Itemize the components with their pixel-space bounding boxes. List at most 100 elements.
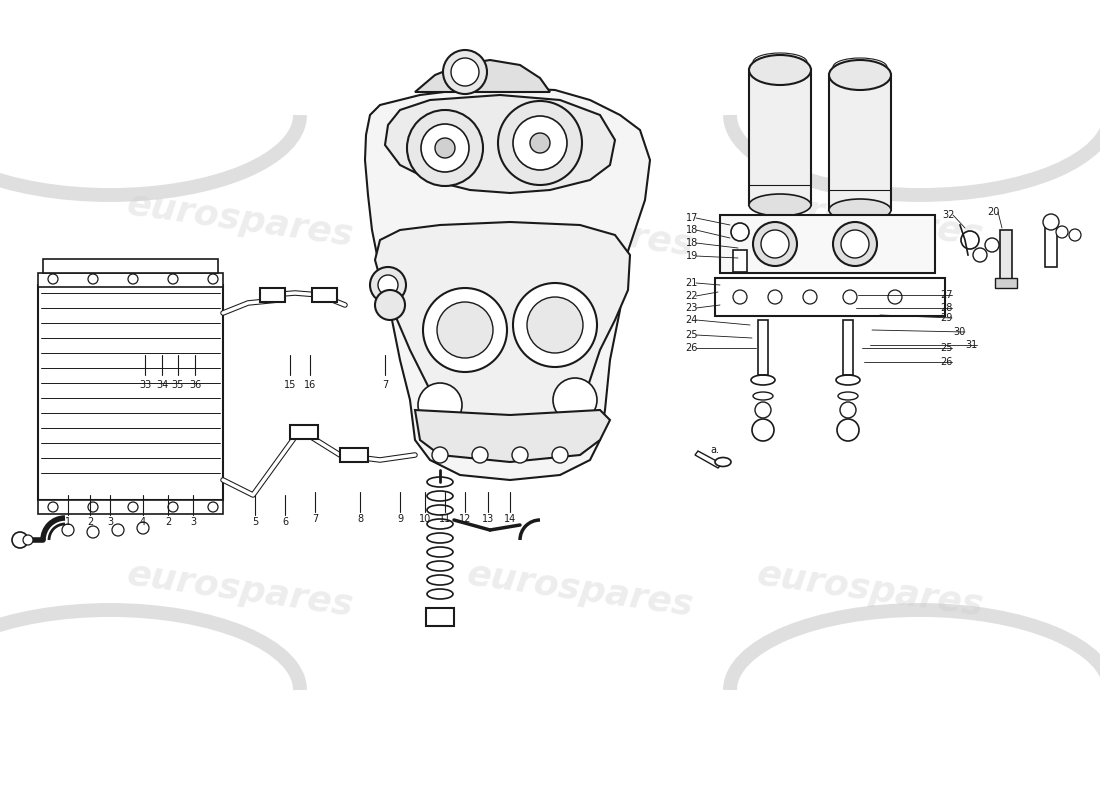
Circle shape — [754, 222, 798, 266]
Circle shape — [833, 222, 877, 266]
Bar — [996, 278, 1018, 288]
Circle shape — [837, 419, 859, 441]
Bar — [843, 320, 852, 375]
Circle shape — [843, 290, 857, 304]
Text: 11: 11 — [439, 514, 451, 524]
Text: 3: 3 — [107, 517, 113, 527]
Circle shape — [1069, 229, 1081, 241]
Circle shape — [208, 502, 218, 512]
Bar — [39, 273, 223, 287]
Circle shape — [888, 290, 902, 304]
Circle shape — [138, 522, 148, 534]
Bar — [426, 608, 454, 626]
Text: 35: 35 — [172, 380, 184, 390]
Circle shape — [472, 447, 488, 463]
Bar — [260, 288, 285, 302]
Circle shape — [974, 248, 987, 262]
Text: 25: 25 — [685, 330, 698, 340]
Text: eurospares: eurospares — [124, 187, 355, 253]
Text: a.: a. — [710, 445, 719, 455]
Text: 24: 24 — [685, 315, 698, 325]
Circle shape — [530, 133, 550, 153]
Text: 7: 7 — [382, 380, 388, 390]
Circle shape — [513, 283, 597, 367]
Ellipse shape — [749, 55, 811, 85]
Text: 20: 20 — [988, 207, 1000, 217]
Circle shape — [755, 402, 771, 418]
Text: 21: 21 — [685, 278, 698, 288]
Text: 5: 5 — [252, 517, 258, 527]
Circle shape — [370, 267, 406, 303]
Text: 28: 28 — [940, 303, 953, 313]
Text: 27: 27 — [940, 290, 953, 300]
Bar — [312, 288, 337, 302]
Text: 34: 34 — [156, 380, 168, 390]
Circle shape — [88, 274, 98, 284]
Circle shape — [23, 535, 33, 545]
Circle shape — [552, 447, 568, 463]
Circle shape — [168, 274, 178, 284]
Polygon shape — [385, 95, 615, 193]
Circle shape — [88, 502, 98, 512]
Circle shape — [752, 419, 774, 441]
Bar — [340, 448, 368, 462]
Text: 16: 16 — [304, 380, 316, 390]
Text: 13: 13 — [482, 514, 494, 524]
Text: 31: 31 — [965, 340, 977, 350]
Circle shape — [128, 274, 138, 284]
Circle shape — [840, 402, 856, 418]
Bar — [1000, 230, 1012, 282]
Circle shape — [527, 297, 583, 353]
Text: 19: 19 — [685, 251, 698, 261]
Circle shape — [378, 275, 398, 295]
Circle shape — [421, 124, 469, 172]
Text: 2: 2 — [87, 517, 94, 527]
Bar — [829, 75, 891, 210]
Text: 6: 6 — [282, 517, 288, 527]
Circle shape — [513, 116, 566, 170]
Text: 7: 7 — [312, 514, 318, 524]
Text: 18: 18 — [685, 225, 698, 235]
Text: eurospares: eurospares — [124, 558, 355, 622]
Circle shape — [112, 524, 124, 536]
Polygon shape — [365, 88, 650, 480]
Bar — [733, 250, 747, 272]
Text: 4: 4 — [140, 517, 146, 527]
Circle shape — [451, 58, 478, 86]
Polygon shape — [375, 222, 630, 438]
Text: 33: 33 — [139, 380, 151, 390]
Bar — [715, 278, 945, 316]
Circle shape — [418, 383, 462, 427]
Circle shape — [842, 230, 869, 258]
Circle shape — [168, 502, 178, 512]
Circle shape — [12, 532, 28, 548]
Ellipse shape — [829, 199, 891, 221]
Text: eurospares: eurospares — [755, 187, 986, 253]
Circle shape — [1043, 214, 1059, 230]
Polygon shape — [415, 410, 610, 462]
Circle shape — [437, 302, 493, 358]
Text: 25: 25 — [940, 343, 953, 353]
Text: 9: 9 — [397, 514, 403, 524]
Circle shape — [443, 50, 487, 94]
Circle shape — [48, 502, 58, 512]
Polygon shape — [415, 60, 550, 92]
Text: 14: 14 — [504, 514, 516, 524]
Circle shape — [984, 238, 999, 252]
Circle shape — [961, 231, 979, 249]
Circle shape — [512, 447, 528, 463]
Circle shape — [434, 138, 455, 158]
Bar — [749, 70, 811, 205]
Text: eurospares: eurospares — [464, 558, 695, 622]
Text: eurospares: eurospares — [464, 198, 695, 262]
Text: 22: 22 — [685, 291, 698, 301]
Bar — [1045, 225, 1057, 267]
Text: 18: 18 — [685, 238, 698, 248]
Circle shape — [208, 274, 218, 284]
Circle shape — [62, 524, 74, 536]
Text: 23: 23 — [685, 303, 698, 313]
Ellipse shape — [749, 194, 811, 216]
Text: 8: 8 — [356, 514, 363, 524]
Circle shape — [733, 290, 747, 304]
Circle shape — [732, 223, 749, 241]
